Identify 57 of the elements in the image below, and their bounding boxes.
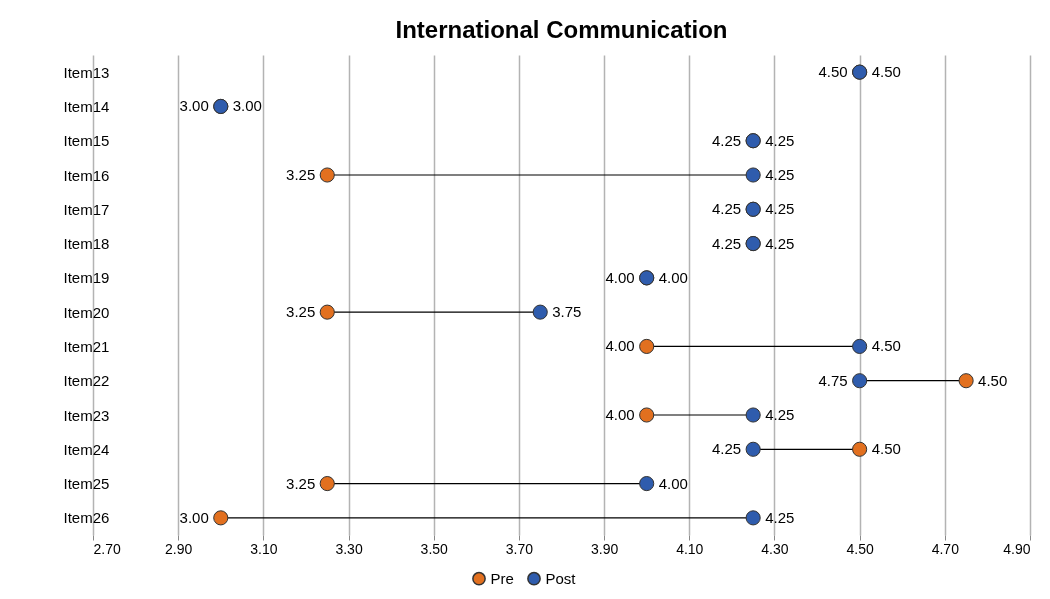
data-label: 4.25 [765,166,795,183]
y-tick-label: Item15 [63,132,110,150]
x-tick-label: 3.30 [335,540,363,557]
x-tick-label: 4.30 [761,540,789,557]
legend-label: Post [545,569,577,587]
x-tick-label: 4.50 [846,540,874,557]
data-label: 4.50 [871,63,901,81]
data-label: 3.75 [552,303,582,321]
y-tick-label: Item18 [63,235,110,253]
data-label: 4.00 [605,406,635,423]
y-tick-label: Item14 [63,97,110,115]
data-label: 4.00 [658,268,688,286]
x-tick-label: 4.70 [931,540,960,557]
y-tick-label: Item24 [63,440,110,458]
data-label: 4.25 [765,234,795,252]
data-label: 3.25 [286,474,316,492]
y-tick-label: Item16 [63,166,110,184]
data-label: 4.25 [711,200,742,218]
data-label: 4.25 [765,131,795,149]
x-tick-label: 4.10 [676,540,704,557]
data-label: 4.00 [605,268,635,286]
x-tick-label: 2.90 [165,540,193,557]
y-tick-label: Item25 [63,475,110,493]
data-label: 3.25 [286,303,316,321]
legend-label: Pre [490,569,514,587]
y-tick-label: Item19 [63,269,110,287]
x-tick-label: 3.50 [420,540,449,557]
x-tick-label: 3.70 [505,540,534,557]
data-label: 3.00 [232,97,262,115]
y-tick-label: Item13 [63,63,110,81]
x-tick-label: 3.90 [590,540,619,557]
data-label: 3.25 [286,166,316,183]
data-label: 4.00 [605,337,635,355]
y-tick-label: Item17 [63,200,110,218]
y-tick-label: Item21 [63,337,110,355]
data-label: 4.25 [765,406,795,423]
data-label: 4.00 [658,474,688,492]
chart-title: International Communication [395,16,728,43]
y-tick-label: Item23 [63,406,110,424]
data-label: 4.25 [765,200,795,218]
data-label: 4.50 [871,337,901,355]
annotation: 4.75 [818,371,848,389]
data-label: 4.25 [711,234,742,252]
y-tick-label: Item22 [63,372,110,390]
x-tick-label: 3.10 [250,540,278,557]
data-label: 3.00 [179,508,209,526]
data-label: 4.25 [711,131,742,149]
x-tick-label: 2.70 [93,540,121,557]
data-label: 4.25 [765,508,795,526]
y-tick-label: Item20 [63,303,110,321]
data-label: 4.50 [871,440,901,458]
annotation: 4.50 [978,371,1008,389]
x-tick-label: 4.90 [1003,540,1031,557]
y-tick-label: Item26 [63,509,110,527]
data-label: 3.00 [179,97,209,115]
data-label: 4.50 [818,63,848,81]
data-label: 4.25 [711,440,742,458]
